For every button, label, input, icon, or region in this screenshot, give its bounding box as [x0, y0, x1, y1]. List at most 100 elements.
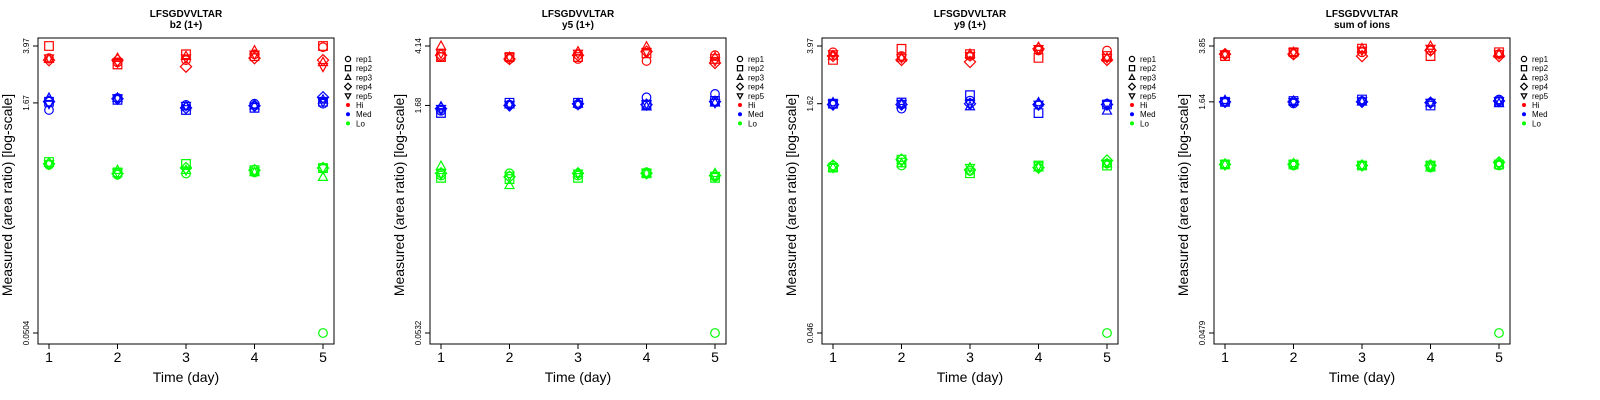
data-point — [112, 59, 123, 70]
data-point — [895, 53, 908, 67]
data-point — [1493, 157, 1505, 168]
legend-label: rep2 — [356, 64, 373, 73]
y-axis-label: Measured (area ratio) [log-scale] — [0, 94, 15, 296]
data-point — [248, 50, 261, 61]
data-point — [248, 51, 261, 65]
legend-marker — [1522, 102, 1527, 107]
x-tick-label: 1 — [437, 349, 445, 365]
data-point — [640, 100, 653, 111]
data-point — [503, 98, 516, 109]
legend-marker — [1130, 102, 1135, 107]
legend-marker — [1130, 112, 1135, 117]
data-point — [179, 101, 193, 115]
x-tick-label: 3 — [574, 349, 582, 365]
data-point — [1493, 50, 1505, 61]
data-point — [826, 159, 840, 172]
y-tick-label: 1.64 — [1198, 94, 1207, 110]
data-point — [435, 39, 447, 50]
y-tick-label: 0.0504 — [22, 320, 31, 345]
data-point — [709, 98, 721, 109]
x-axis-label: Time (day) — [545, 369, 611, 385]
data-point — [1424, 44, 1437, 55]
data-point — [1355, 49, 1369, 63]
x-axis-label: Time (day) — [153, 369, 219, 385]
legend-label: Lo — [1140, 119, 1149, 128]
plot-frame — [821, 37, 1119, 345]
legend-label: rep1 — [748, 55, 765, 64]
legend-marker — [1128, 55, 1136, 63]
legend-label: Med — [1140, 110, 1156, 119]
data-point — [111, 53, 124, 67]
data-point — [641, 48, 652, 59]
x-tick-label: 5 — [1495, 349, 1503, 365]
data-point — [965, 49, 975, 60]
data-point — [1219, 160, 1231, 171]
x-tick-label: 1 — [829, 349, 837, 365]
data-point — [435, 104, 447, 115]
legend-marker — [1520, 65, 1528, 72]
data-point — [1424, 43, 1437, 57]
data-point — [572, 169, 584, 180]
data-point — [436, 172, 446, 183]
data-point — [43, 99, 55, 110]
legend-marker — [344, 73, 352, 80]
legend-marker — [735, 82, 745, 91]
data-point — [1493, 160, 1505, 171]
legend-marker — [736, 93, 744, 101]
data-point — [44, 41, 54, 51]
data-point — [1494, 328, 1504, 338]
y-axis-label: Measured (area ratio) [log-scale] — [783, 94, 799, 296]
data-point — [640, 169, 653, 180]
data-point — [827, 163, 839, 174]
legend-label: rep1 — [1140, 55, 1157, 64]
legend-marker — [1130, 121, 1135, 126]
legend-label: rep5 — [1532, 92, 1549, 101]
data-point — [709, 57, 721, 68]
x-tick-label: 2 — [898, 349, 906, 365]
y-tick-label: 3.85 — [1198, 38, 1207, 54]
data-point — [640, 167, 653, 178]
y-tick-label: 3.97 — [806, 38, 815, 54]
data-point — [111, 91, 124, 102]
data-point — [436, 108, 446, 118]
legend-marker — [1128, 65, 1136, 72]
data-point — [708, 56, 722, 70]
legend-marker — [343, 82, 353, 91]
legend-marker — [1520, 73, 1528, 80]
data-point — [710, 328, 720, 338]
x-axis-label: Time (day) — [1329, 369, 1395, 385]
legend-label: Lo — [356, 119, 365, 128]
data-point — [1356, 46, 1368, 57]
data-point — [436, 52, 446, 62]
legend-label: rep3 — [748, 73, 765, 82]
legend-label: rep5 — [1140, 92, 1157, 101]
data-point — [1287, 98, 1300, 109]
y-tick-label: 1.67 — [22, 95, 31, 111]
legend-label: rep2 — [1532, 64, 1549, 73]
legend-marker — [1522, 112, 1527, 117]
data-point — [179, 60, 193, 74]
data-point — [248, 102, 261, 113]
data-point — [1287, 160, 1300, 171]
plot-frame — [1213, 37, 1511, 345]
data-point — [1032, 161, 1045, 175]
data-point — [180, 166, 192, 177]
data-point — [1287, 48, 1300, 59]
data-point — [709, 96, 721, 107]
y-axis-label: Measured (area ratio) [log-scale] — [1175, 94, 1191, 296]
data-point — [572, 49, 584, 60]
data-point — [895, 54, 908, 65]
legend-label: rep4 — [356, 83, 373, 92]
data-point — [896, 103, 907, 114]
data-point — [572, 97, 584, 108]
legend-marker — [738, 112, 743, 117]
legend-label: rep3 — [1140, 73, 1157, 82]
data-point — [317, 170, 329, 181]
plot-frame — [37, 37, 335, 345]
data-point — [42, 95, 56, 109]
data-point — [317, 97, 329, 108]
chart-title: LFSGDVVLTAR — [934, 9, 1007, 20]
data-point — [963, 55, 977, 69]
